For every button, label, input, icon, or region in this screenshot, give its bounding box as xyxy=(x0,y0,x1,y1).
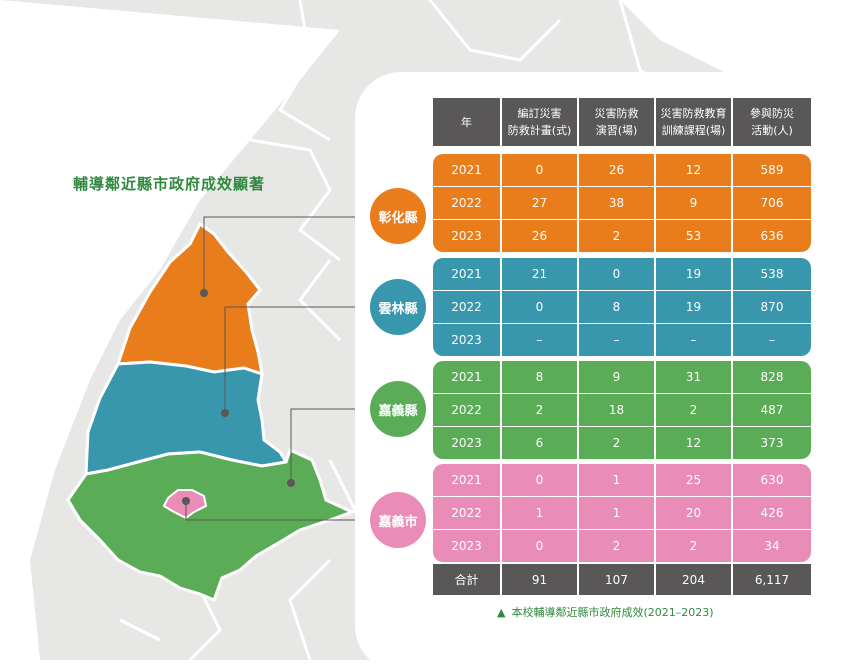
value-cell: 1 xyxy=(579,464,654,496)
year-cell: 2021 xyxy=(433,258,500,290)
total-label: 合計 xyxy=(433,564,500,595)
year-cell: 2022 xyxy=(433,291,500,323)
table-row: 2021 8 9 31 828 xyxy=(433,361,811,393)
value-cell: 538 xyxy=(733,258,811,290)
caption: ▲ 本校輔導鄰近縣市政府成效(2021–2023) xyxy=(497,604,714,620)
value-cell: – xyxy=(656,324,731,356)
region-badge: 嘉義縣 xyxy=(370,381,426,437)
value-cell: 12 xyxy=(656,154,731,186)
table-group: 2021 0 1 25 630 2022 1 1 20 426 2023 0 2 2 34 xyxy=(433,464,811,562)
year-cell: 2023 xyxy=(433,324,500,356)
leader-dots xyxy=(182,289,295,505)
year-cell: 2022 xyxy=(433,187,500,219)
value-cell: 870 xyxy=(733,291,811,323)
value-cell: 26 xyxy=(502,220,577,252)
value-cell: 2 xyxy=(656,394,731,426)
year-cell: 2021 xyxy=(433,361,500,393)
value-cell: 6 xyxy=(502,427,577,459)
total-plans: 91 xyxy=(502,564,577,595)
year-cell: 2023 xyxy=(433,530,500,562)
value-cell: – xyxy=(502,324,577,356)
value-cell: 8 xyxy=(502,361,577,393)
value-cell: 20 xyxy=(656,497,731,529)
table-group: 2021 8 9 31 828 2022 2 18 2 487 2023 6 2 12 373 xyxy=(433,361,811,459)
header-training: 災害防救教育 訓練課程(場) xyxy=(656,98,731,146)
value-cell: 373 xyxy=(733,427,811,459)
value-cell: 19 xyxy=(656,258,731,290)
value-cell: 2 xyxy=(579,427,654,459)
value-cell: – xyxy=(733,324,811,356)
table-row: 2022 27 38 9 706 xyxy=(433,187,811,219)
value-cell: 53 xyxy=(656,220,731,252)
value-cell: 0 xyxy=(502,154,577,186)
value-cell: 2 xyxy=(579,220,654,252)
table-row: 2022 0 8 19 870 xyxy=(433,291,811,323)
region-badge: 彰化縣 xyxy=(370,188,426,244)
value-cell: 8 xyxy=(579,291,654,323)
value-cell: 1 xyxy=(579,497,654,529)
year-cell: 2021 xyxy=(433,464,500,496)
value-cell: 25 xyxy=(656,464,731,496)
value-cell: 0 xyxy=(502,291,577,323)
value-cell: 9 xyxy=(656,187,731,219)
table-group: 2021 0 26 12 589 2022 27 38 9 706 2023 26 2 53 636 xyxy=(433,154,811,252)
value-cell: 828 xyxy=(733,361,811,393)
table-row: 2022 2 18 2 487 xyxy=(433,394,811,426)
header-participants: 參與防災 活動(人) xyxy=(733,98,811,146)
value-cell: 636 xyxy=(733,220,811,252)
value-cell: 34 xyxy=(733,530,811,562)
value-cell: – xyxy=(579,324,654,356)
year-cell: 2021 xyxy=(433,154,500,186)
triangle-icon: ▲ xyxy=(497,605,506,619)
header-plans: 編訂災害 防救計畫(式) xyxy=(502,98,577,146)
value-cell: 38 xyxy=(579,187,654,219)
value-cell: 487 xyxy=(733,394,811,426)
value-cell: 589 xyxy=(733,154,811,186)
table-row: 2023 6 2 12 373 xyxy=(433,427,811,459)
value-cell: 27 xyxy=(502,187,577,219)
value-cell: 2 xyxy=(579,530,654,562)
value-cell: 2 xyxy=(656,530,731,562)
header-year: 年 xyxy=(433,98,500,146)
year-cell: 2022 xyxy=(433,497,500,529)
table-row: 2023 26 2 53 636 xyxy=(433,220,811,252)
header-drills: 災害防救 演習(場) xyxy=(579,98,654,146)
table-row: 2021 0 26 12 589 xyxy=(433,154,811,186)
table-totals-row: 合計 91 107 204 6,117 xyxy=(433,564,811,595)
year-cell: 2022 xyxy=(433,394,500,426)
value-cell: 9 xyxy=(579,361,654,393)
total-drills: 107 xyxy=(579,564,654,595)
value-cell: 21 xyxy=(502,258,577,290)
value-cell: 706 xyxy=(733,187,811,219)
value-cell: 19 xyxy=(656,291,731,323)
value-cell: 0 xyxy=(502,530,577,562)
caption-text: 本校輔導鄰近縣市政府成效(2021–2023) xyxy=(511,606,714,619)
year-cell: 2023 xyxy=(433,220,500,252)
value-cell: 12 xyxy=(656,427,731,459)
value-cell: 426 xyxy=(733,497,811,529)
table-row: 2023– – – – xyxy=(433,324,811,356)
table-header: 年 編訂災害 防救計畫(式) 災害防救 演習(場) 災害防救教育 訓練課程(場)… xyxy=(433,98,811,146)
map-region-chiayi-county[interactable] xyxy=(66,447,356,603)
value-cell: 18 xyxy=(579,394,654,426)
table-group: 2021 21 0 19 538 2022 0 8 19 870 2023– – – – xyxy=(433,258,811,356)
value-cell: 2 xyxy=(502,394,577,426)
page-title: 輔導鄰近縣市政府成效顯著 xyxy=(73,175,266,193)
table-row: 2022 1 1 20 426 xyxy=(433,497,811,529)
value-cell: 630 xyxy=(733,464,811,496)
region-badge: 雲林縣 xyxy=(370,279,426,335)
value-cell: 26 xyxy=(579,154,654,186)
table-row: 2023 0 2 2 34 xyxy=(433,530,811,562)
table-row: 2021 0 1 25 630 xyxy=(433,464,811,496)
value-cell: 31 xyxy=(656,361,731,393)
region-badge: 嘉義市 xyxy=(370,492,426,548)
total-training: 204 xyxy=(656,564,731,595)
value-cell: 0 xyxy=(502,464,577,496)
table-row: 2021 21 0 19 538 xyxy=(433,258,811,290)
leader-lines xyxy=(185,216,370,521)
value-cell: 1 xyxy=(502,497,577,529)
total-participants: 6,117 xyxy=(733,564,811,595)
value-cell: 0 xyxy=(579,258,654,290)
year-cell: 2023 xyxy=(433,427,500,459)
